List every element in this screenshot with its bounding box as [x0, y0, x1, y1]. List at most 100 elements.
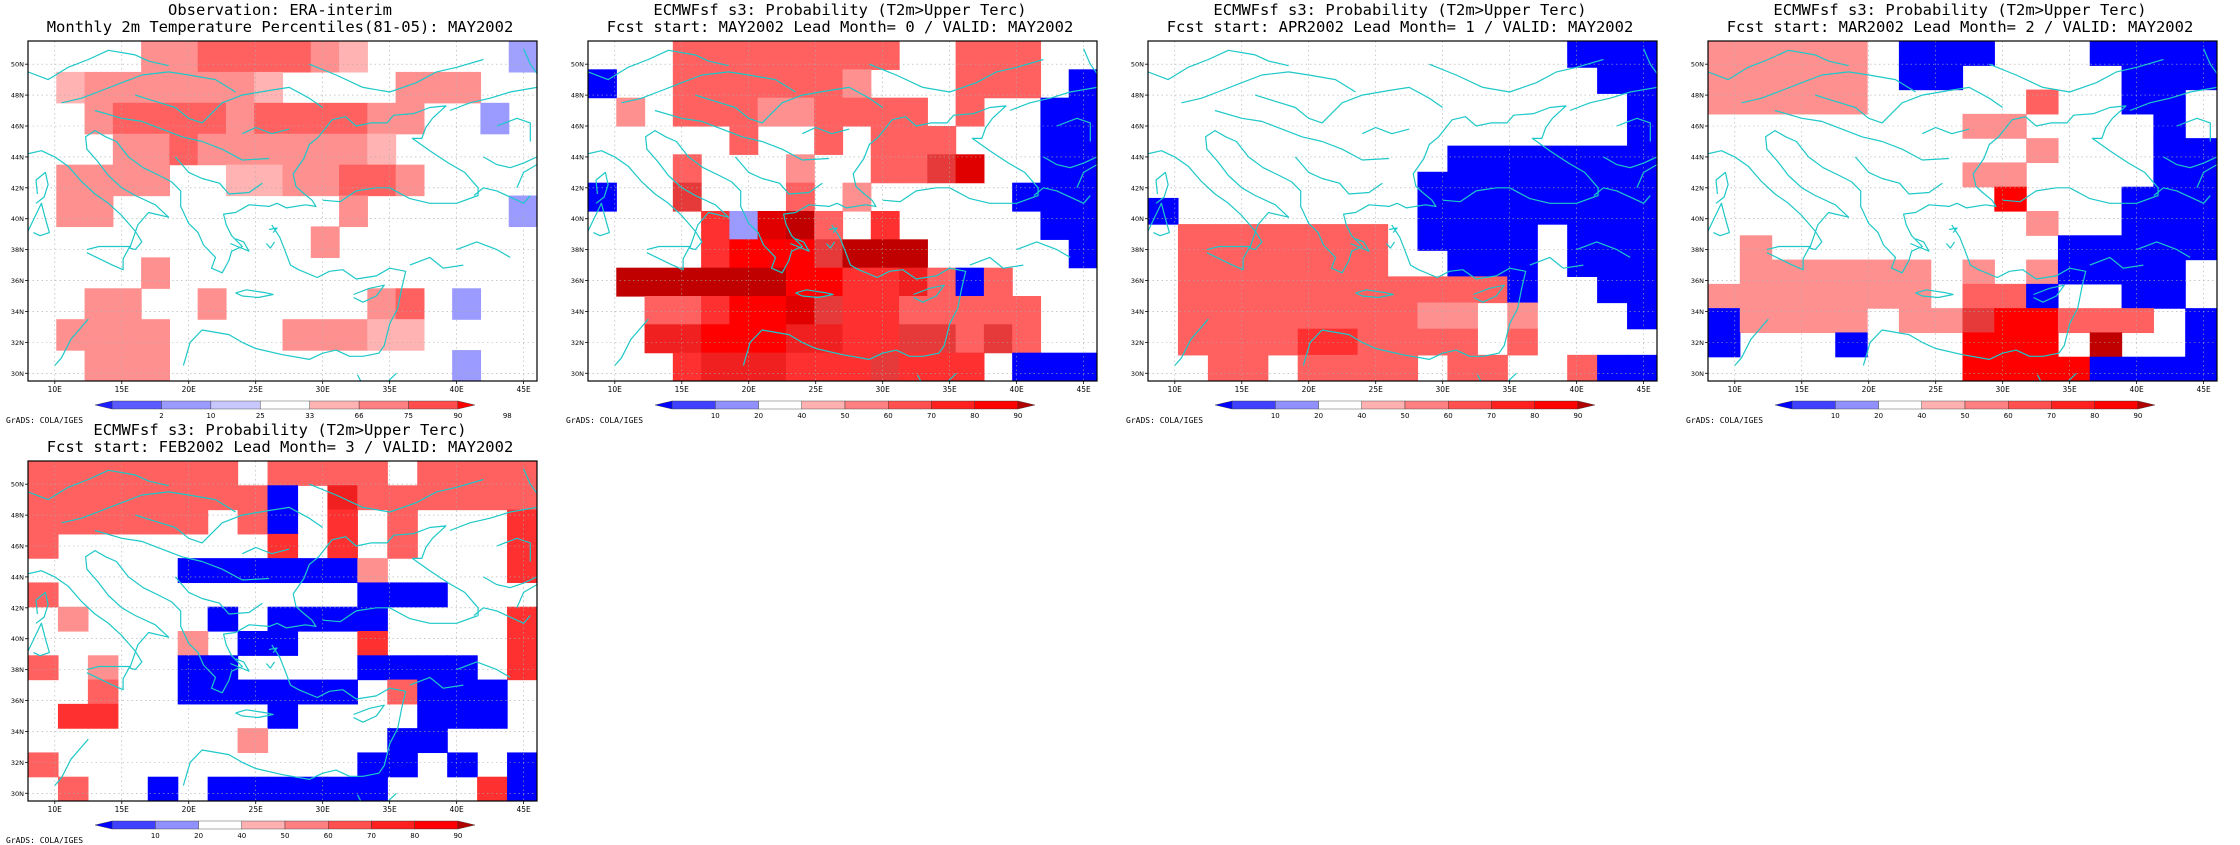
coastline — [1741, 71, 1916, 104]
colorbar-tick-label: 90 — [1013, 412, 1022, 420]
grid-cell — [1447, 354, 1478, 381]
grid-cell — [899, 239, 928, 269]
x-tick-label: 40E — [1009, 385, 1024, 394]
coastline — [523, 468, 537, 494]
grid-cell — [701, 239, 730, 269]
grid-cell — [955, 97, 985, 127]
temperature-map: 10E 15E 20E 25E 30E 35E 40E 45E 30N 32N 34N 36N 38N 4… — [11, 40, 538, 420]
grid-cell — [395, 319, 425, 351]
grid-cell — [84, 350, 114, 381]
panel-subtitle: Fcst start: MAY2002 Lead Month= 0 / VALI… — [606, 18, 1074, 36]
grid-cell — [672, 352, 702, 381]
grid-cell — [2089, 235, 2123, 261]
grid-cell — [417, 485, 448, 511]
colorbar-segment — [111, 400, 162, 410]
coastline — [174, 156, 263, 195]
grid-cell — [282, 164, 312, 197]
y-tick-label: 48N — [1691, 92, 1704, 100]
coastline — [2163, 156, 2217, 169]
grid-cell — [387, 582, 418, 608]
coastline — [1569, 86, 1657, 112]
grid-cell — [1597, 67, 1628, 94]
y-tick-label: 34N — [571, 308, 584, 316]
grid-cell — [870, 41, 900, 70]
coastlines — [1148, 48, 1657, 381]
grid-cell — [447, 703, 478, 729]
grid-cell — [2153, 89, 2186, 115]
colorbar-tick-label: 80 — [2090, 412, 2099, 420]
coastline — [28, 105, 479, 274]
grid-cell — [870, 211, 900, 240]
x-axis: 10E 15E 20E 25E 30E 35E 40E 45E — [608, 381, 1091, 394]
grid-cell — [367, 164, 397, 197]
grid-cell — [2153, 162, 2186, 188]
coastline — [2089, 256, 2144, 269]
colorbar-arrow-low — [1214, 400, 1233, 410]
y-tick-label: 40N — [11, 215, 24, 223]
grid-cell — [2185, 186, 2217, 212]
grid-cell — [701, 296, 730, 325]
grid-cell — [417, 655, 448, 681]
colorbar-segment — [284, 820, 329, 830]
grid-cell — [955, 267, 985, 297]
grid-cell — [1237, 276, 1269, 304]
grid-cell — [57, 776, 89, 801]
grid-cell — [757, 211, 787, 240]
grid-cell — [814, 126, 844, 155]
panel-subtitle: Fcst start: APR2002 Lead Month= 1 / VALI… — [1166, 18, 1634, 36]
grid-cell — [814, 352, 844, 381]
grid-cell — [842, 69, 872, 99]
colorbar-tick-label: 50 — [281, 832, 290, 840]
grid-cell — [814, 324, 844, 354]
grid-cell — [701, 267, 730, 297]
grid-cell — [2185, 41, 2217, 66]
grid-cell — [644, 267, 674, 297]
colorbar: 10 20 40 50 60 70 80 90 — [1214, 400, 1596, 420]
colorbar-segment — [1878, 400, 1922, 410]
grid-cell — [310, 319, 340, 351]
coastline — [1708, 105, 2159, 274]
grid-cell — [983, 296, 1013, 325]
grid-cell — [1297, 328, 1329, 356]
colorbar-segment — [1404, 400, 1449, 410]
colorbar-segment — [2051, 400, 2095, 410]
x-axis: 10E 15E 20E 25E 30E 35E 40E 45E — [48, 801, 531, 814]
grid-cell — [1012, 296, 1042, 325]
coastline — [265, 661, 276, 669]
grid-cell — [117, 461, 149, 486]
grid-cell — [117, 509, 149, 535]
colorbar-tick-label: 10 — [151, 832, 160, 840]
colorbar-tick-label: 50 — [1961, 412, 1970, 420]
grid-cell — [1327, 302, 1359, 330]
grid-cell — [507, 461, 537, 486]
y-tick-label: 32N — [11, 339, 24, 347]
coastline — [230, 658, 250, 672]
grid-cell — [225, 71, 255, 104]
grid-cell — [417, 461, 448, 486]
x-tick-label: 45E — [516, 805, 531, 814]
grid-cell — [357, 631, 388, 656]
y-tick-label: 46N — [11, 543, 24, 551]
grid-cell — [1930, 308, 1964, 334]
x-tick-label: 10E — [48, 805, 63, 814]
colorbar-arrow-high — [457, 400, 476, 410]
y-tick-label: 34N — [11, 308, 24, 316]
coastline — [1148, 105, 1599, 274]
grid-cell — [1447, 171, 1478, 199]
grid-cell — [1068, 69, 1097, 99]
coastlines — [588, 48, 1097, 381]
x-tick-label: 15E — [1235, 385, 1250, 394]
grid-cell — [225, 133, 255, 166]
x-tick-label: 10E — [1168, 385, 1183, 394]
grid-cell — [1597, 224, 1628, 251]
grid-cell — [417, 582, 448, 608]
x-tick-label: 30E — [1996, 385, 2011, 394]
y-tick-label: 30N — [11, 790, 24, 798]
grid-cell — [1597, 41, 1628, 68]
y-tick-label: 50N — [571, 61, 584, 69]
y-tick-label: 48N — [571, 92, 584, 100]
coastline — [483, 156, 537, 169]
coastline — [1708, 202, 1731, 237]
grid-cell — [452, 288, 482, 320]
grid-cell — [814, 239, 844, 269]
